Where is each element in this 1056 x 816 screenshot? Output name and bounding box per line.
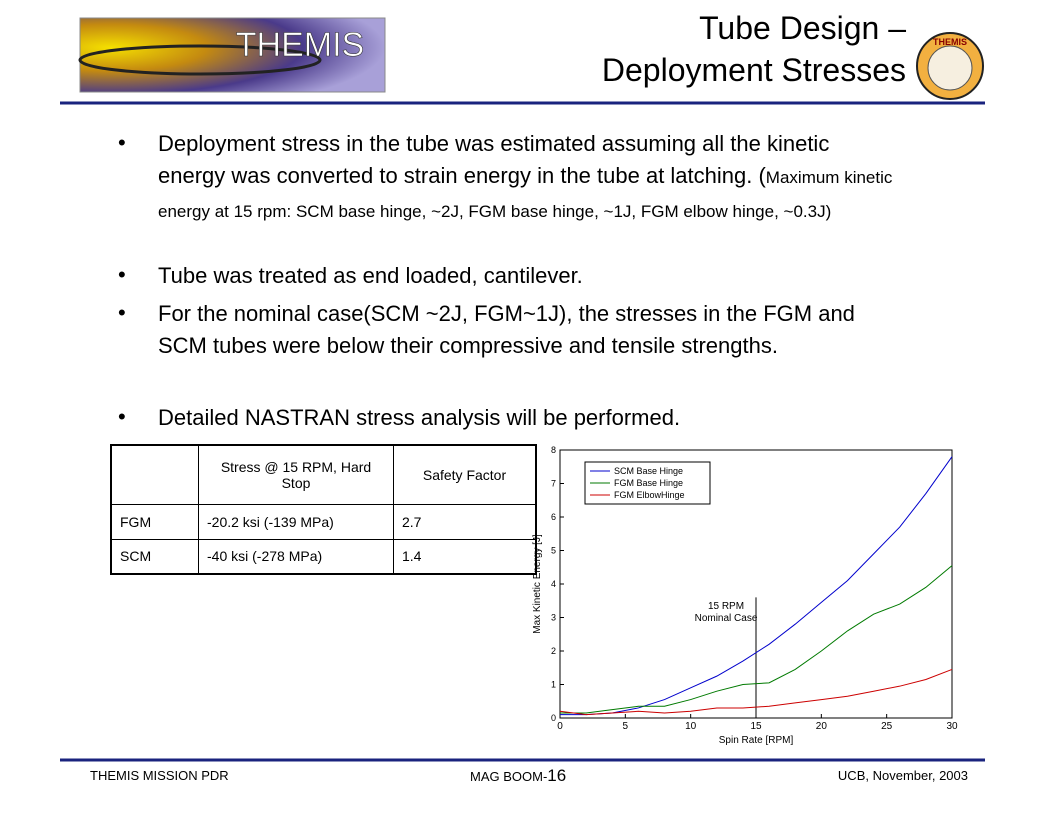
cell: FGM <box>110 503 199 540</box>
logo-banner <box>79 17 386 93</box>
seal-inner <box>927 45 973 91</box>
y-tick-label: 7 <box>551 479 556 489</box>
cell: SCM <box>110 538 199 575</box>
bullet-text: Deployment stress in the tube was estima… <box>158 128 898 228</box>
title: Deployment Stresses <box>601 52 906 88</box>
logo-orbit <box>78 44 322 76</box>
cell: 2.7 <box>393 503 537 540</box>
legend-label: FGM Base Hinge <box>614 478 683 488</box>
title: Tube Design – <box>699 10 906 46</box>
x-tick-label: 15 <box>750 721 762 732</box>
cell: -20.2 ksi (-139 MPa) <box>198 503 394 540</box>
footer-center: MAG BOOM-16 <box>470 766 566 786</box>
bullet: • <box>118 300 126 325</box>
x-tick-label: 30 <box>946 721 958 732</box>
stress-table: Stress @ 15 RPM, Hard Stop Safety Factor… <box>110 444 537 575</box>
y-axis-label: Max Kinetic Energy [J] <box>532 534 543 634</box>
bullet-text: For the nominal case(SCM ~2J, FGM~1J), t… <box>158 301 855 358</box>
y-tick-label: 0 <box>551 713 556 723</box>
x-tick-label: 10 <box>685 721 697 732</box>
cell: 1.4 <box>393 538 537 575</box>
series-line <box>559 668 953 716</box>
footer-right: UCB, November, 2003 <box>837 768 968 783</box>
header-cell: Stress @ 15 RPM, Hard Stop <box>198 444 394 505</box>
text: MAG BOOM- <box>470 769 548 784</box>
y-tick-label: 4 <box>551 579 556 589</box>
bullet: • <box>118 404 126 429</box>
y-tick-label: 1 <box>551 680 556 690</box>
annotation-text: Nominal Case <box>695 613 758 624</box>
seal-text: THEMIS <box>933 37 967 47</box>
legend-label: SCM Base Hinge <box>614 466 683 476</box>
bullet-text: Detailed NASTRAN stress analysis will be… <box>158 405 681 430</box>
bullet: • <box>118 130 126 155</box>
series-line <box>560 456 953 716</box>
y-tick-label: 3 <box>551 613 556 623</box>
x-tick-label: 20 <box>816 721 828 732</box>
x-axis-label: Spin Rate [RPM] <box>719 735 794 746</box>
y-tick-label: 5 <box>551 546 556 556</box>
legend-box <box>584 461 711 505</box>
y-tick-label: 2 <box>551 646 556 656</box>
logo-text: THEMIS <box>236 26 364 64</box>
cell: -40 ksi (-278 MPa) <box>198 538 394 575</box>
y-tick-label: 6 <box>551 512 556 522</box>
x-tick-label: 5 <box>623 721 629 732</box>
note: Maximum kinetic energy at 15 rpm: SCM ba… <box>158 168 893 221</box>
footer-left: THEMIS MISSION PDR <box>90 768 229 783</box>
bullet: • <box>118 262 126 287</box>
legend-label: FGM ElbowHinge <box>614 490 685 500</box>
series-line <box>560 565 953 714</box>
x-tick-label: 25 <box>881 721 893 732</box>
bullet-text: Tube was treated as end loaded, cantilev… <box>158 263 583 288</box>
text: Deployment stress in the tube was estima… <box>158 131 830 188</box>
x-tick-label: 0 <box>557 721 563 732</box>
page-number: 16 <box>547 766 567 785</box>
annotation-text: 15 RPM <box>708 601 744 612</box>
header-cell: Safety Factor <box>393 444 537 505</box>
y-tick-label: 8 <box>551 445 556 455</box>
